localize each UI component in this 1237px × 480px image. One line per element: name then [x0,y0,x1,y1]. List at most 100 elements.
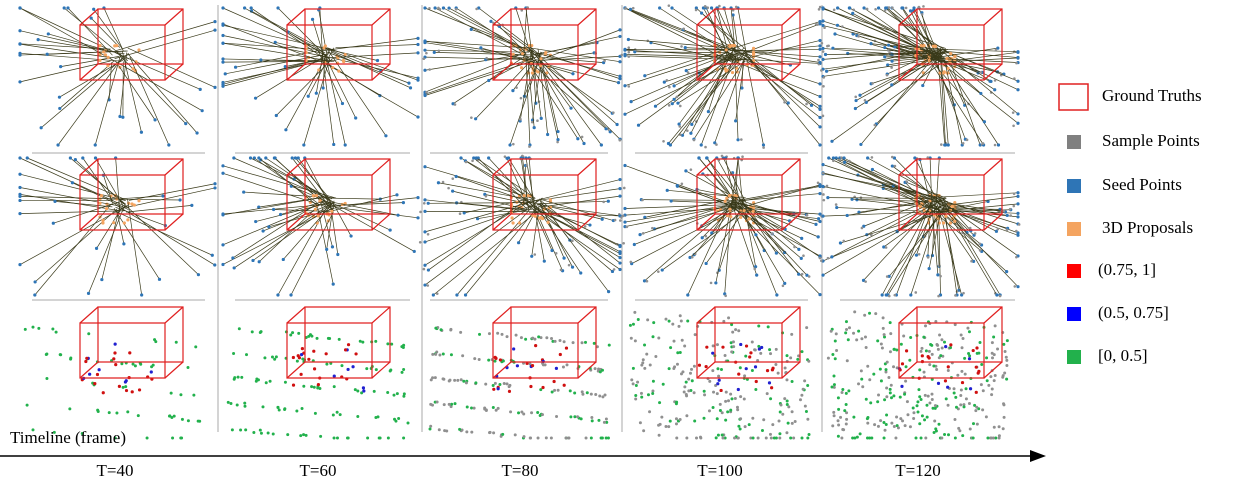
seed-point [332,142,336,147]
proposal-line [644,207,729,282]
proposal-line [118,195,164,200]
point [291,331,295,335]
sample-point [818,256,822,260]
seed-point [51,221,55,225]
point [751,416,755,420]
point [757,347,761,351]
seed-point [821,6,825,10]
point [271,432,275,436]
sample-point [1012,124,1015,128]
point [714,436,718,440]
point [829,329,833,333]
point [493,381,497,385]
point [883,398,887,402]
proposal-line [244,7,326,54]
point [68,407,72,411]
sample-point [679,133,682,137]
seed-point [642,279,647,283]
ground-truth-box [714,8,801,65]
point [991,356,995,360]
sample-point [848,159,851,163]
seed-point [636,123,641,127]
point [961,434,965,438]
point [726,410,730,414]
proposal-point [313,207,317,211]
seed-point [18,185,22,190]
point [807,359,811,363]
seed-point [18,80,22,84]
panel [18,156,217,297]
point [179,436,183,440]
ground-truth-edge [492,158,512,176]
sample-point [854,95,858,99]
seed-point [1016,79,1020,83]
point [774,347,778,351]
proposal-line [725,157,737,211]
ground-truth-edge [696,63,716,81]
proposal-line [741,199,799,275]
point [590,419,594,423]
point [759,351,763,355]
sample-point [926,256,930,259]
point [831,352,835,356]
seed-point [423,283,427,287]
point [956,373,960,377]
seed-point [626,37,630,42]
proposal-line [691,53,739,125]
proposal-line [319,38,419,52]
proposal-line [844,161,935,205]
proposal-line [333,203,352,237]
seed-point [800,236,804,240]
seed-point [890,164,894,168]
proposal-line [745,211,756,267]
point [981,408,985,412]
proposal-line [863,203,935,281]
point [948,346,952,350]
seed-point [628,7,633,11]
point [110,359,114,363]
proposal-line [863,7,936,60]
point [760,345,764,350]
proposal-point [747,217,751,221]
sample-point [481,48,484,52]
point [997,425,1001,429]
sample-point [887,294,891,298]
point [437,428,441,432]
seed-point [683,46,687,50]
point [677,324,681,328]
point [944,345,948,349]
timeline-arrowhead [1030,450,1046,462]
proposal-line [727,184,821,212]
seed-point [913,156,917,160]
sample-point [428,68,431,71]
sample-point [783,101,786,104]
seed-point [232,156,236,160]
seed-point [680,133,685,137]
point [927,356,931,360]
point [597,367,601,371]
ground-truth-edge [577,361,597,379]
point [914,436,918,440]
seed-point [302,143,306,147]
point [772,436,776,440]
point [936,347,940,351]
point [756,359,760,363]
seed-point [908,9,913,13]
sample-point [832,159,835,163]
proposal-line [275,41,323,54]
point [502,381,506,385]
point [331,413,335,417]
seed-point [638,232,642,237]
proposal-line [631,209,736,264]
sample-point [874,7,877,11]
point [774,436,778,440]
point [31,428,35,432]
point [598,394,602,398]
point [692,364,696,368]
proposal-line [671,200,747,205]
proposal-point [742,209,746,213]
proposal-line [934,203,1019,213]
ground-truth-edge [983,8,1003,26]
sample-point [454,7,458,11]
point [994,436,998,440]
